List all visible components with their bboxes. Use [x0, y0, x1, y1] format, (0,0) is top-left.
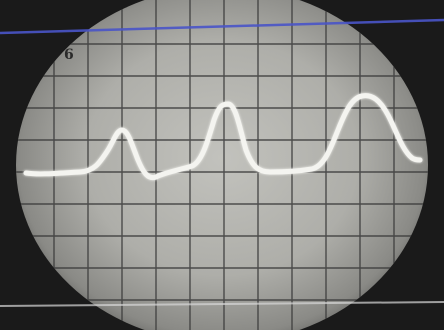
- bottom-light-line: [0, 301, 444, 307]
- top-blue-line: [0, 18, 444, 35]
- screen-vignette: [16, 0, 428, 330]
- corner-mark-label: 6: [64, 47, 74, 63]
